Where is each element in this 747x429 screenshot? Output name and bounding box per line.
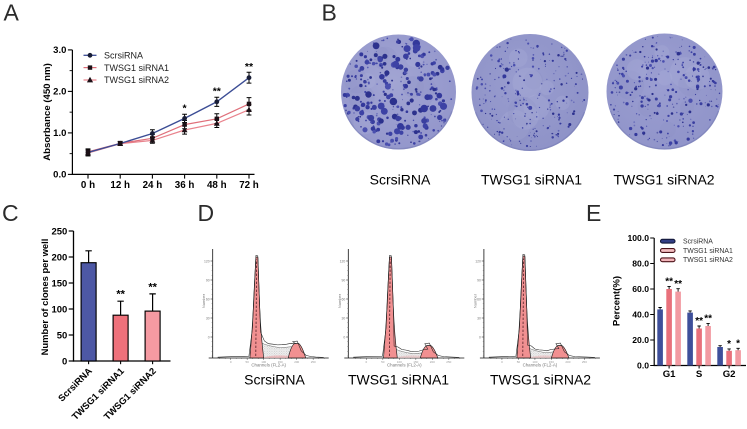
svg-text:Channels (FL2-A): Channels (FL2-A)	[523, 363, 558, 368]
svg-text:Channels (FL2-A): Channels (FL2-A)	[387, 363, 422, 368]
svg-text:S: S	[696, 369, 703, 380]
svg-text:TWSG1 siRNA1: TWSG1 siRNA1	[481, 172, 582, 188]
svg-text:ScrsiRNA: ScrsiRNA	[683, 239, 713, 246]
svg-text:2.0: 2.0	[53, 87, 66, 98]
svg-text:**: **	[695, 316, 703, 327]
svg-text:**: **	[148, 281, 157, 293]
svg-text:250: 250	[311, 360, 316, 364]
svg-text:100: 100	[397, 360, 402, 364]
svg-text:30: 30	[206, 316, 210, 320]
svg-text:0 h: 0 h	[81, 180, 95, 191]
svg-text:250: 250	[582, 360, 587, 364]
svg-text:120: 120	[340, 259, 346, 263]
svg-text:150: 150	[278, 360, 283, 364]
svg-text:0: 0	[365, 360, 367, 364]
svg-text:Channels (FL2-A): Channels (FL2-A)	[251, 363, 286, 368]
svg-text:Number: Number	[201, 293, 206, 308]
svg-text:TWSG1 siRNA1: TWSG1 siRNA1	[104, 63, 169, 73]
svg-text:120: 120	[475, 259, 481, 263]
svg-text:0.0: 0.0	[637, 361, 649, 371]
svg-text:Number: Number	[472, 293, 477, 308]
svg-text:0: 0	[208, 335, 210, 339]
svg-text:ScrsiRNA: ScrsiRNA	[244, 372, 305, 388]
svg-text:0: 0	[230, 360, 232, 364]
svg-text:90: 90	[477, 278, 481, 282]
svg-text:200: 200	[294, 360, 299, 364]
svg-text:3.0: 3.0	[53, 45, 66, 56]
svg-text:120: 120	[204, 259, 210, 263]
svg-text:Percent(%): Percent(%)	[612, 276, 623, 326]
svg-text:D: D	[198, 200, 215, 226]
svg-text:90: 90	[342, 278, 346, 282]
svg-text:*: *	[736, 338, 740, 349]
svg-text:24 h: 24 h	[143, 180, 163, 191]
svg-text:20.0: 20.0	[632, 335, 649, 345]
svg-text:Number of clones per well: Number of clones per well	[39, 239, 50, 356]
svg-text:TWSG1 siRNA2: TWSG1 siRNA2	[490, 372, 591, 388]
svg-text:200: 200	[51, 252, 67, 263]
svg-text:TWSG1 siRNA1: TWSG1 siRNA1	[683, 248, 733, 255]
svg-text:80.0: 80.0	[632, 259, 649, 269]
svg-text:48 h: 48 h	[207, 180, 227, 191]
svg-text:TWSG1 siRNA2: TWSG1 siRNA2	[104, 75, 169, 85]
svg-text:0: 0	[501, 360, 503, 364]
svg-text:100: 100	[51, 304, 67, 315]
svg-text:50: 50	[246, 360, 250, 364]
svg-text:40.0: 40.0	[632, 310, 649, 320]
svg-text:0: 0	[62, 356, 67, 367]
svg-text:100: 100	[532, 360, 537, 364]
svg-text:100.0: 100.0	[627, 233, 649, 243]
svg-text:30: 30	[477, 316, 481, 320]
svg-text:60: 60	[206, 297, 210, 301]
svg-text:0: 0	[343, 335, 345, 339]
svg-text:TWSG1 siRNA2: TWSG1 siRNA2	[613, 172, 714, 188]
svg-text:30: 30	[342, 316, 346, 320]
svg-text:*: *	[727, 339, 731, 350]
svg-text:1.0: 1.0	[53, 128, 66, 139]
svg-text:**: **	[704, 314, 712, 325]
svg-text:TWSG1 siRNA2: TWSG1 siRNA2	[683, 257, 733, 264]
svg-text:60: 60	[477, 297, 481, 301]
svg-text:150: 150	[413, 360, 418, 364]
svg-text:ScrsiRNA: ScrsiRNA	[370, 172, 431, 188]
svg-text:250: 250	[446, 360, 451, 364]
svg-text:Absorbance (450 nm): Absorbance (450 nm)	[42, 63, 53, 161]
svg-text:C: C	[2, 200, 19, 226]
svg-text:Number: Number	[337, 293, 342, 308]
svg-text:50: 50	[381, 360, 385, 364]
svg-text:60: 60	[342, 297, 346, 301]
svg-text:0: 0	[479, 335, 481, 339]
svg-text:TWSG1 siRNA1: TWSG1 siRNA1	[348, 372, 449, 388]
svg-text:50: 50	[57, 330, 68, 341]
svg-text:200: 200	[430, 360, 435, 364]
svg-text:**: **	[116, 289, 125, 301]
svg-text:50: 50	[517, 360, 521, 364]
svg-text:*: *	[183, 103, 188, 115]
svg-text:60.0: 60.0	[632, 284, 649, 294]
svg-text:200: 200	[565, 360, 570, 364]
svg-text:100: 100	[261, 360, 266, 364]
svg-text:150: 150	[549, 360, 554, 364]
svg-text:A: A	[4, 0, 20, 25]
svg-text:**: **	[213, 86, 222, 98]
svg-text:72 h: 72 h	[239, 180, 259, 191]
svg-text:**: **	[665, 277, 673, 288]
svg-text:150: 150	[51, 278, 67, 289]
svg-text:90: 90	[206, 278, 210, 282]
svg-text:12 h: 12 h	[110, 180, 130, 191]
svg-text:36 h: 36 h	[175, 180, 195, 191]
svg-text:ScrsiRNA: ScrsiRNA	[104, 51, 143, 61]
svg-text:**: **	[245, 61, 254, 73]
svg-text:G2: G2	[723, 369, 736, 380]
svg-text:250: 250	[51, 226, 67, 237]
svg-text:G1: G1	[663, 369, 676, 380]
svg-text:B: B	[322, 0, 337, 25]
svg-text:0.0: 0.0	[53, 170, 66, 181]
svg-text:E: E	[586, 200, 601, 226]
svg-text:**: **	[674, 279, 682, 290]
